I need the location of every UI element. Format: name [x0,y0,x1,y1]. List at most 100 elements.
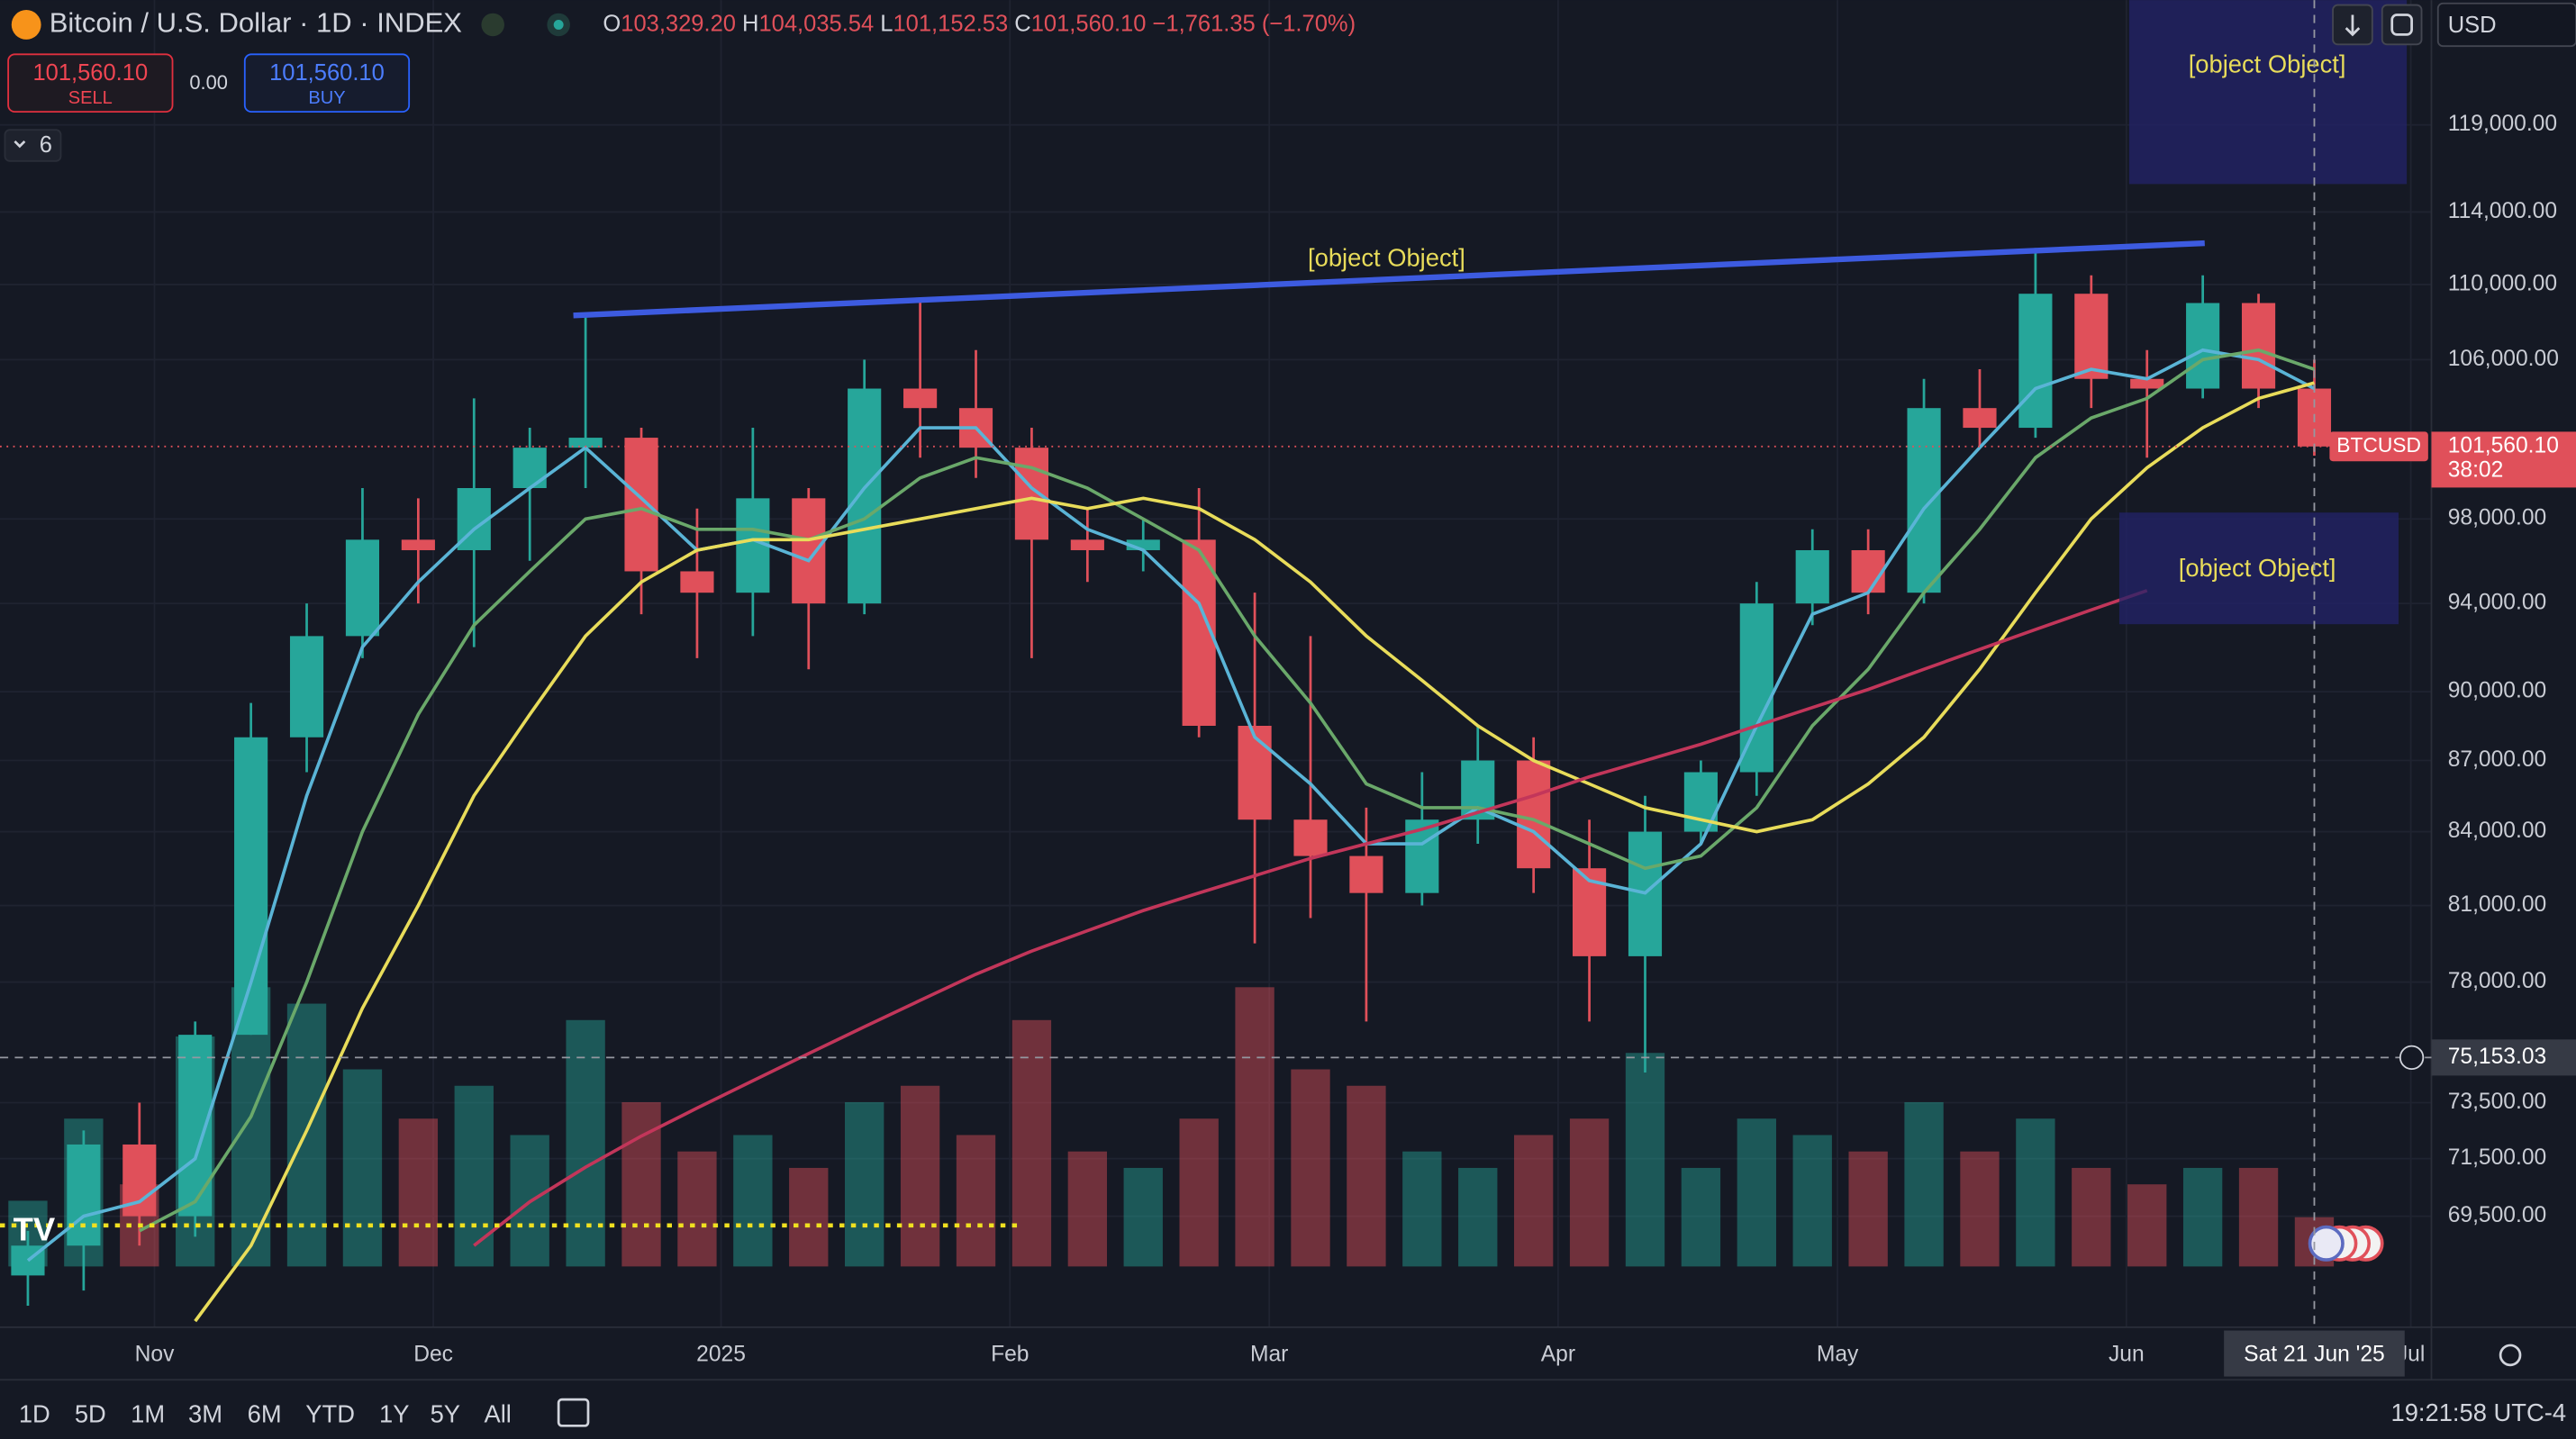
date-range-icon[interactable] [557,1398,590,1427]
status [553,19,564,30]
candle-body [1795,549,1829,604]
buy-label[interactable]: BUY [308,88,345,108]
volume-bar [1792,1135,1832,1267]
volume-bar [1904,1101,1944,1267]
candle-body [512,448,547,488]
toggle-box[interactable] [4,129,62,162]
indicator-toggle[interactable]: 6 [4,129,62,162]
x-tick-label: Nov [135,1342,175,1366]
countdown: 38:02 [2448,458,2504,483]
change: −1,761.35 (−1.70%) [1153,11,1356,36]
ohlc-value: 103,329.20 [621,11,736,36]
indicator-count[interactable]: 6 [40,132,52,158]
candle-body [680,571,714,593]
ohlc-value: 101,152.53 [893,11,1008,36]
volume-bar [1960,1151,2000,1267]
refresh-button[interactable] [2381,4,2423,46]
candle-body [2018,294,2053,429]
candle-body [1126,539,1160,550]
timeframe[interactable]: 1M [131,1400,165,1428]
settings-icon[interactable] [2499,1344,2522,1367]
volume-bar [1179,1118,1219,1267]
annotation: [object Object] [2179,554,2336,582]
symbol-tag [2329,431,2428,462]
volume-bar [1123,1167,1163,1267]
icon[interactable] [2345,14,2361,37]
status [481,13,504,37]
candle-body [568,438,603,448]
timeframe[interactable]: YTD [305,1400,355,1428]
annotation: [object Object] [1308,244,1465,272]
volume-bar [1347,1085,1386,1267]
candle-body [289,636,324,738]
buy-button[interactable]: 101,560.10 BUY [243,53,411,113]
sell-price[interactable]: 101,560.10 [32,60,148,86]
volume-bar [1458,1167,1498,1267]
annotation: [object Object] [2189,50,2346,77]
sell-label[interactable]: SELL [68,88,113,108]
crosshair-price: 75,153.03 [2448,1045,2546,1069]
y-tick-label: 94,000.00 [2448,591,2546,615]
volume-bar [1011,1019,1052,1267]
toolbar-right[interactable]: USD [2332,2,2576,48]
ma-line [139,348,2316,1233]
candle-body [1851,549,1885,593]
volume-bar [2016,1118,2055,1267]
spread: 0.00 [189,71,228,94]
volume-bar [2238,1167,2279,1267]
volume-bar [2072,1167,2111,1267]
candle-body [2130,378,2164,389]
timeframe[interactable]: 5Y [431,1400,460,1428]
candle-body [2241,303,2276,389]
volume-bar [286,1003,327,1267]
ohlc-value: 101,560.10 [1031,11,1147,36]
volume-bar [1402,1151,1442,1267]
candle-body [2186,303,2220,389]
volume-bar [1067,1151,1108,1267]
timeframe[interactable]: 6M [248,1400,282,1428]
ohlc-key: C [1014,11,1030,36]
crosshair-date-tag [2224,1330,2405,1377]
timeframe[interactable]: 1Y [379,1400,409,1428]
y-tick-label: 119,000.00 [2448,112,2557,136]
zone-box [2118,512,2399,625]
chevron[interactable] [14,140,26,149]
candle-body [401,539,435,550]
candle-body [2074,294,2109,379]
volume-bar [454,1085,494,1267]
volume-bar [733,1135,773,1267]
buy-box[interactable] [243,53,411,113]
candle-body [1907,408,1941,593]
candle-body [1293,819,1328,856]
candle-body [848,388,882,604]
x-tick-label: Mar [1250,1342,1288,1366]
crosshair-tag [2431,1039,2576,1076]
volume-bar [956,1135,996,1267]
volume-bar [1235,987,1274,1267]
y-tick-label: 81,000.00 [2448,892,2546,917]
timeframe[interactable]: 3M [188,1400,222,1428]
ma-line [26,348,2316,1263]
icon[interactable] [2390,14,2413,36]
timeframe[interactable]: 5D [75,1400,106,1428]
x-tick-label: Apr [1541,1342,1575,1366]
y-tick-label: 73,500.00 [2448,1090,2546,1114]
timeframe[interactable]: 1D [19,1400,50,1428]
coin-icon [11,10,41,40]
timeframes: 1D 5D 1M 3M 6M YTD 1Y 5Y All [19,1400,512,1428]
volume-bar [1737,1118,1776,1267]
volume-bar [1569,1118,1610,1267]
volume-bar [342,1069,383,1267]
timeframe[interactable]: All [484,1400,511,1428]
buy-price[interactable]: 101,560.10 [269,60,385,86]
volume-bar [1291,1069,1330,1267]
sell-box[interactable] [7,53,174,113]
volume-bar [1848,1151,1888,1267]
x-tick-label: Dec [413,1342,453,1366]
currency-select[interactable] [2436,2,2576,48]
currency[interactable]: USD [2448,13,2497,38]
sell-button[interactable]: 101,560.10 SELL [7,53,174,113]
logo: TV [14,1211,56,1248]
